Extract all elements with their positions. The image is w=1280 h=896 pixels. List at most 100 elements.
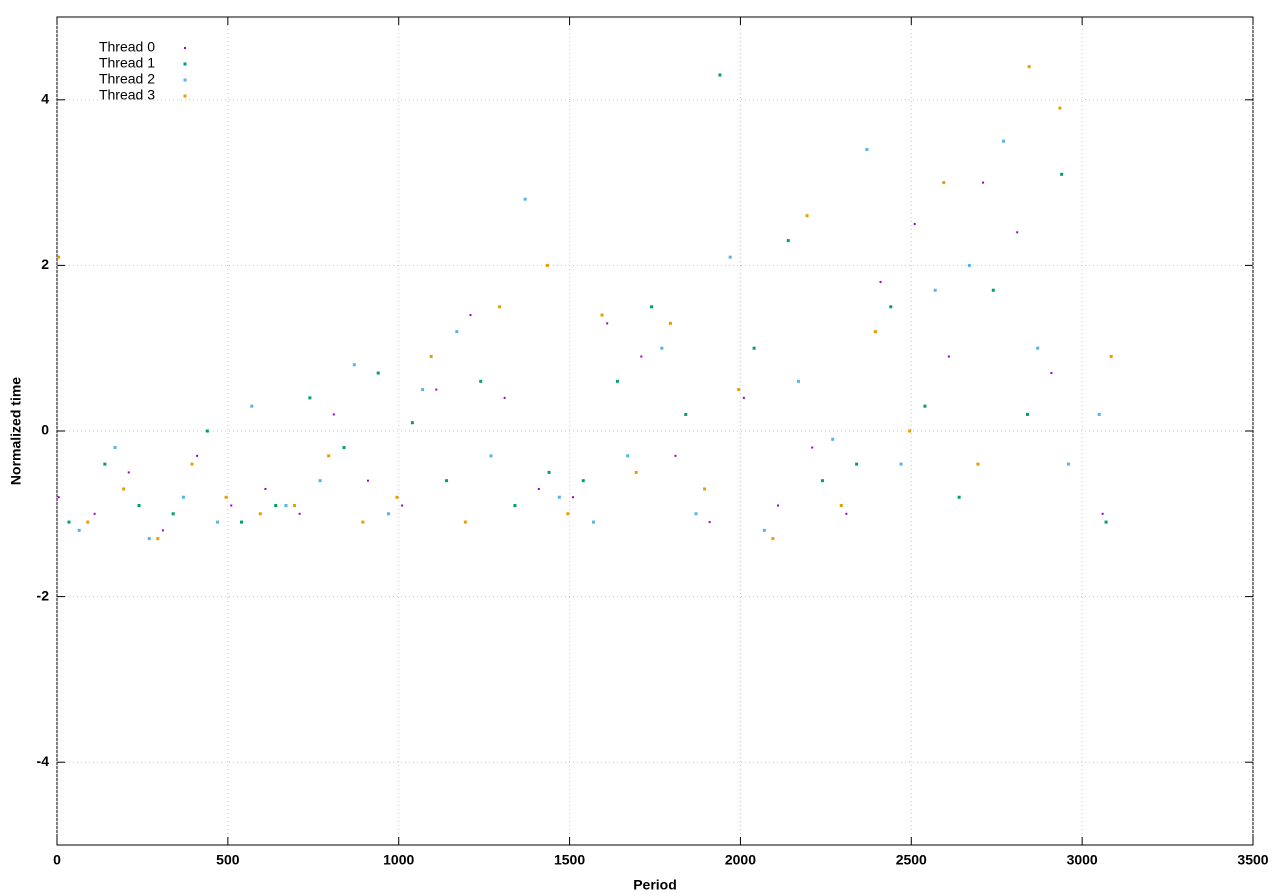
x-tick-label: 2500 [896,852,927,868]
point [660,346,664,350]
y-tick-label: 4 [41,91,49,107]
point [879,280,882,283]
y-tick-label: -4 [37,753,50,769]
point [913,223,916,225]
point [196,454,199,457]
point [982,181,985,184]
point [137,504,141,508]
point [615,379,619,383]
point [1016,231,1019,234]
point [737,388,741,392]
legend-label: Thread 2 [99,71,155,87]
legend-marker [183,62,187,66]
legend-marker [184,47,186,49]
point [581,479,585,483]
point [708,521,711,524]
point [264,487,267,490]
point [479,379,483,383]
point [190,462,194,466]
point [410,421,414,425]
point [626,454,630,458]
point [77,528,81,532]
point [728,255,732,259]
legend-marker [183,94,187,98]
point [1036,346,1040,350]
point [865,147,869,151]
point [489,454,493,458]
point [113,446,117,450]
point [86,520,90,524]
point [855,462,859,466]
point [127,471,130,474]
point [342,446,346,450]
point [57,496,60,499]
point [258,512,262,516]
point [694,512,698,516]
point [762,528,766,532]
point [171,512,175,516]
legend-label: Thread 3 [99,87,155,103]
point [103,462,107,466]
point [873,330,877,334]
point [634,470,638,474]
point [455,330,459,334]
point [547,470,551,474]
point [205,429,209,433]
point [923,404,927,408]
point [942,181,946,185]
point [469,314,472,317]
point [820,479,824,483]
y-tick-label: -2 [37,587,50,603]
point [571,496,574,499]
point [674,454,677,457]
point [545,263,549,267]
point [566,512,570,516]
point [967,263,971,267]
point [1104,520,1108,524]
legend-label: Thread 0 [99,39,155,55]
point [600,313,604,317]
point [976,462,980,466]
point [445,479,449,483]
legend-marker [183,78,187,82]
point [557,495,561,499]
x-axis-label: Period [633,877,677,893]
point [421,388,425,392]
point [831,437,835,441]
point [839,504,843,508]
point [292,504,296,508]
point [463,520,467,524]
point [889,305,893,309]
point [805,214,809,218]
point [650,305,654,309]
point [332,413,335,416]
point [240,520,244,524]
point [537,487,540,490]
point [718,73,722,77]
point [429,354,433,358]
point [435,388,438,391]
point [352,363,356,367]
point [513,504,517,508]
point [777,504,780,507]
x-tick-label: 3500 [1237,852,1268,868]
point [230,504,233,507]
point [57,255,61,259]
point [401,504,404,507]
point [668,321,672,325]
point [274,504,278,508]
point [752,346,756,350]
point [1027,65,1031,69]
point [771,537,775,541]
point [386,512,390,516]
y-tick-label: 2 [41,256,49,272]
point [703,487,707,491]
point [1066,462,1070,466]
point [327,454,331,458]
point [216,520,220,524]
point [786,239,790,243]
point [395,495,399,499]
x-tick-label: 2000 [725,852,756,868]
point [503,396,506,399]
